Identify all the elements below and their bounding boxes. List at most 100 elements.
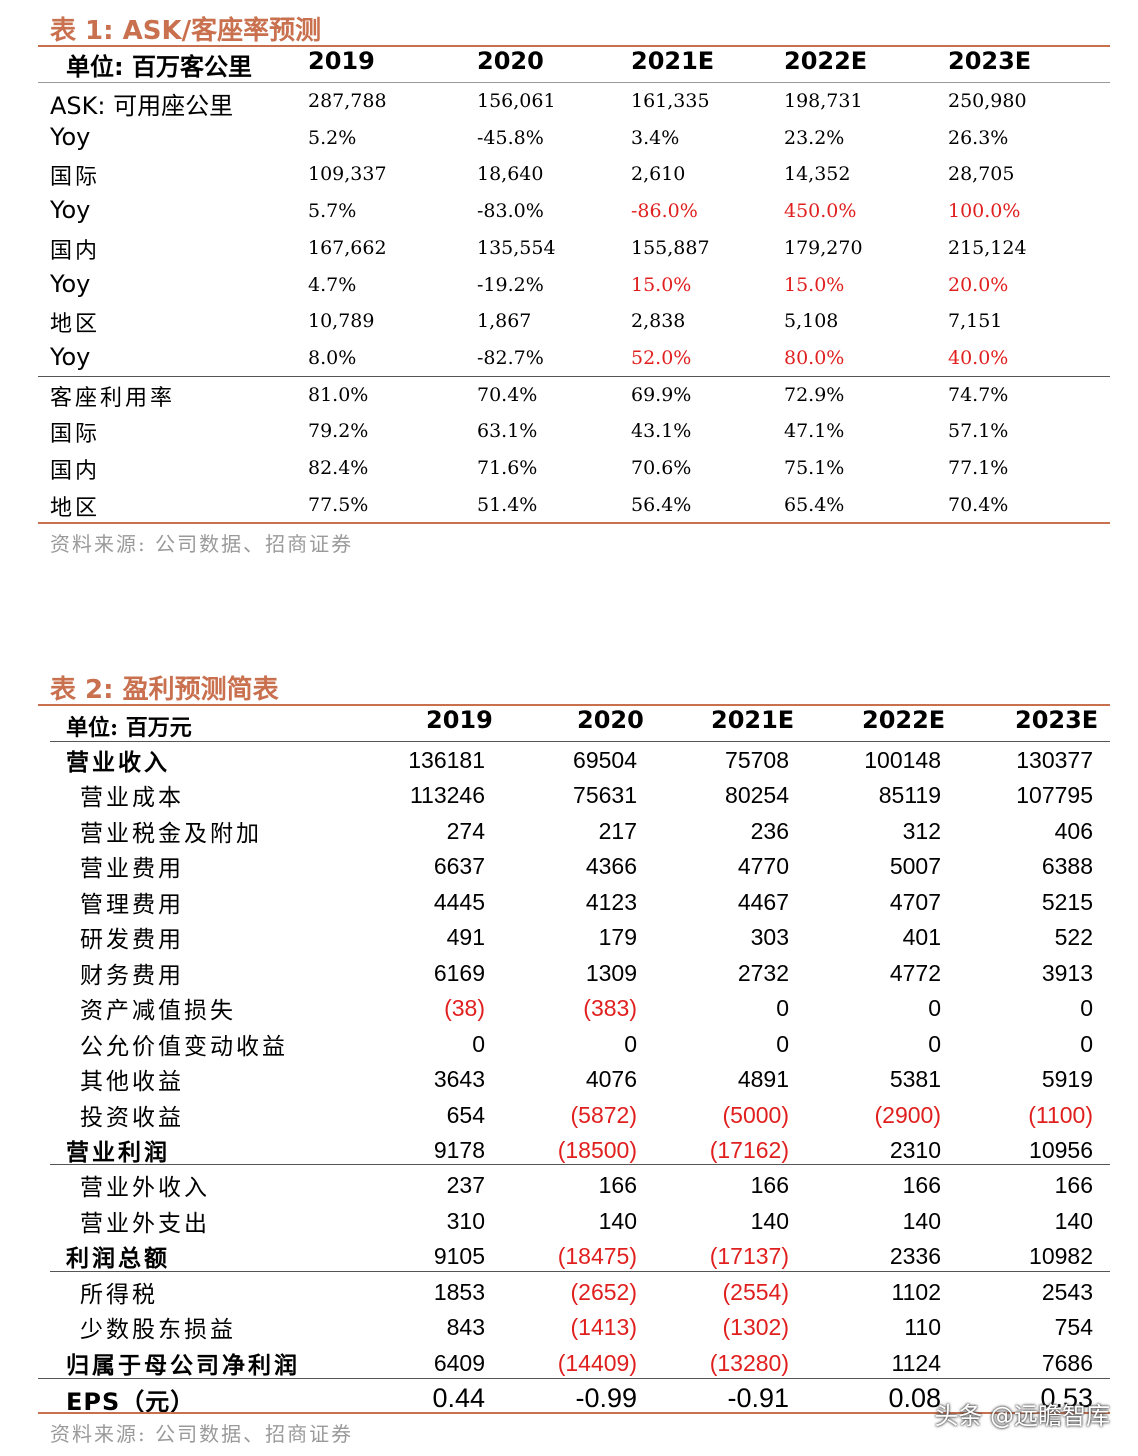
table2-row-label: 投资收益 — [80, 1104, 184, 1131]
table1-row-label: Yoy — [50, 122, 91, 151]
table1-row-label: Yoy — [50, 269, 91, 298]
table2-cell: 2310 — [889, 1136, 941, 1163]
table1-section-rule — [38, 376, 1110, 377]
table2-cell: 2732 — [737, 959, 789, 986]
table2-cell: (38) — [444, 995, 485, 1022]
table2-cell: 4467 — [737, 888, 789, 915]
table1-title: 表 1: ASK/客座率预测 — [50, 16, 322, 46]
table2-year-header: 2020 — [577, 706, 644, 734]
table1-cell: 71.6% — [477, 457, 538, 479]
table1-row: ASK: 可用座公里 287,788 156,061 161,335 198,731 25… — [0, 84, 1138, 120]
table1-row-label: ASK: 可用座公里 — [50, 92, 234, 120]
table2-cell: (1302) — [722, 1314, 789, 1341]
table1-cell: 18,640 — [477, 163, 544, 186]
table1-cell: 198,731 — [784, 90, 863, 112]
table2-row-label: EPS（元） — [66, 1388, 196, 1417]
table2-cell: (383) — [583, 995, 637, 1022]
table2-cell: 0 — [776, 1030, 789, 1057]
table2-cell: 0 — [1080, 1030, 1093, 1057]
table1-cell: 70.4% — [477, 383, 538, 406]
table2-cell: -0.99 — [575, 1383, 637, 1414]
table1-cell: 79.2% — [308, 420, 369, 443]
table2-unit-label: 单位: 百万元 — [66, 715, 192, 741]
table2-cell: (17137) — [709, 1243, 789, 1270]
table2-cell: 9105 — [433, 1243, 485, 1270]
table2-cell: 4366 — [585, 853, 637, 880]
table1-cell: 450.0% — [784, 200, 857, 223]
table1-cell: -45.8% — [477, 126, 544, 149]
table2-cell: -0.91 — [727, 1383, 789, 1414]
table2-row: 财务费用 6169 1309 2732 4772 3913 — [0, 957, 1138, 992]
table1-cell: 155,887 — [631, 236, 710, 259]
table2-cell: 6388 — [1041, 853, 1093, 880]
table2-row: 公允价值变动收益 0 0 0 0 0 — [0, 1028, 1138, 1063]
table1-cell: 135,554 — [477, 236, 556, 259]
table2-cell: (13280) — [709, 1349, 789, 1376]
table2-cell: (2652) — [570, 1278, 637, 1305]
table2-cell: 140 — [598, 1207, 637, 1234]
table2-cell: 75631 — [573, 782, 637, 809]
table1-unit-label: 单位: 百万客公里 — [66, 53, 252, 81]
table1-cell: -83.0% — [477, 200, 544, 223]
table2-cell: 654 — [446, 1101, 485, 1128]
table2-cell: 7686 — [1041, 1349, 1093, 1376]
table2-row: 归属于母公司净利润 6409 (14409) (13280) 1124 7686 — [0, 1347, 1138, 1382]
table1-row: Yoy 4.7% -19.2% 15.0% 15.0% 20.0% — [0, 268, 1138, 304]
table2-cell: 1124 — [891, 1349, 941, 1376]
table2-cell: 136181 — [408, 747, 485, 773]
table1-cell: 167,662 — [308, 236, 387, 259]
table2-cell: (5872) — [570, 1101, 637, 1128]
table2-cell: 2336 — [889, 1243, 941, 1270]
table1-cell: 82.4% — [308, 457, 369, 479]
table2-row-label: 资产减值损失 — [80, 998, 236, 1025]
table2-cell: 166 — [902, 1172, 941, 1199]
table2-cell: 237 — [446, 1172, 485, 1199]
table1-row: 客座利用率 81.0% 70.4% 69.9% 72.9% 74.7% — [0, 378, 1138, 414]
table1-row-label: 客座利用率 — [50, 385, 176, 411]
table2-cell: 312 — [902, 817, 941, 844]
table1-cell: 80.0% — [784, 346, 845, 369]
table2-row: 营业收入 136181 69504 75708 100148 130377 — [0, 744, 1138, 779]
table2-bottom-rule — [38, 1412, 1110, 1414]
table1-cell: 52.0% — [631, 346, 692, 369]
table2-row-label: 营业收入 — [66, 749, 170, 776]
table2-cell: 491 — [446, 924, 485, 951]
table1-cell: 109,337 — [308, 163, 387, 186]
table2-cell: (1413) — [570, 1314, 637, 1341]
table2-cell: (18500) — [557, 1136, 637, 1163]
table2-cell: 110 — [904, 1314, 941, 1341]
table2-section-rule — [50, 1271, 1110, 1272]
table2-cell: 274 — [446, 817, 485, 844]
table1-row-label: 地区 — [50, 312, 101, 338]
table1-cell: 179,270 — [784, 236, 863, 259]
table2-cell: 5215 — [1041, 888, 1093, 915]
table2-cell: 0.53 — [1040, 1383, 1093, 1414]
table2-row-label: 营业费用 — [80, 856, 184, 883]
table2-row: 营业外收入 237 166 166 166 166 — [0, 1169, 1138, 1204]
table2-cell: 5919 — [1041, 1066, 1093, 1093]
table1-row-label: 国际 — [50, 422, 101, 448]
table2-year-header: 2019 — [426, 706, 493, 734]
table2-source: 资料来源: 公司数据、招商证券 — [50, 1422, 354, 1446]
eps-row: EPS（元） 0.44 -0.99 -0.91 0.08 0.53 — [0, 1383, 1138, 1418]
table1-row-label: 国内 — [50, 459, 101, 484]
table1-row: Yoy 5.7% -83.0% -86.0% 450.0% 100.0% — [0, 194, 1138, 230]
table2-row: 营业外支出 310 140 140 140 140 — [0, 1205, 1138, 1240]
table2-cell: 140 — [1054, 1207, 1093, 1234]
table2-row: 营业利润 9178 (18500) (17162) 2310 10956 — [0, 1134, 1138, 1169]
table2-cell: 166 — [750, 1172, 789, 1199]
table2-cell: 10956 — [1029, 1136, 1093, 1163]
table1-cell: 57.1% — [948, 420, 1009, 443]
table2-cell: 2543 — [1041, 1278, 1093, 1305]
table1-cell: 7,151 — [948, 310, 1003, 333]
table2-cell: 80254 — [725, 782, 789, 809]
table1-cell: 77.5% — [308, 493, 369, 516]
table2-cell: 100148 — [864, 747, 941, 773]
table1-cell: 70.4% — [948, 493, 1009, 516]
table1-cell: 74.7% — [948, 383, 1009, 406]
table2-cell: 303 — [750, 924, 789, 951]
table2-row-label: 研发费用 — [80, 927, 184, 954]
table2-row: 利润总额 9105 (18475) (17137) 2336 10982 — [0, 1240, 1138, 1275]
table1-cell: 156,061 — [477, 90, 556, 112]
table2-cell: 4891 — [737, 1066, 789, 1093]
